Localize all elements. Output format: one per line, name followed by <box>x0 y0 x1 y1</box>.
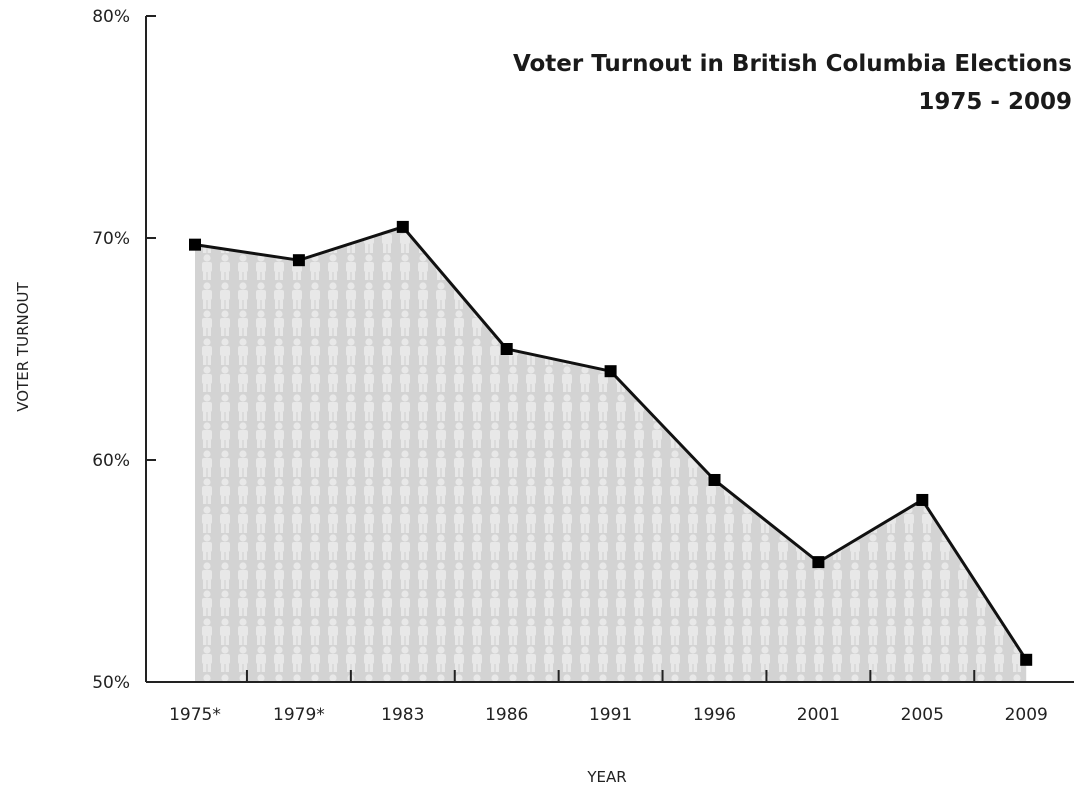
x-axis-title: YEAR <box>586 768 626 786</box>
x-tick-label: 2005 <box>901 705 944 725</box>
data-point <box>812 556 825 569</box>
x-tick-label: 1983 <box>381 705 424 725</box>
data-point <box>1020 653 1033 666</box>
y-tick-label: 50% <box>92 673 130 693</box>
data-point <box>189 238 201 251</box>
x-tick-label: 1996 <box>693 705 736 725</box>
y-tick-label: 80% <box>92 7 130 27</box>
x-tick-label: 2001 <box>797 705 840 725</box>
x-tick-label: 1979* <box>273 705 325 725</box>
data-point <box>708 473 721 486</box>
x-tick-label: 1975* <box>169 705 221 725</box>
y-tick-label: 70% <box>92 229 130 249</box>
turnout-area <box>195 226 1027 682</box>
y-tick-label: 60% <box>92 451 130 471</box>
tick-labels: 50% 60% 70% 80% 1975* 1979* 1983 1986 1991 1996 20… <box>92 7 1048 725</box>
data-markers <box>189 220 1033 666</box>
axes <box>145 15 1074 683</box>
chart-subtitle: 1975 - 2009 <box>918 89 1072 115</box>
x-tick-label: 1986 <box>485 705 528 725</box>
data-point <box>604 365 617 378</box>
data-point <box>500 343 513 355</box>
data-point <box>916 493 929 506</box>
y-axis-title: VOTER TURNOUT <box>14 281 32 411</box>
data-point <box>292 254 305 267</box>
x-tick-label: 2009 <box>1005 705 1048 725</box>
chart-title: Voter Turnout in British Columbia Electi… <box>513 51 1072 77</box>
x-tick-label: 1991 <box>589 705 632 725</box>
data-point <box>396 220 409 233</box>
